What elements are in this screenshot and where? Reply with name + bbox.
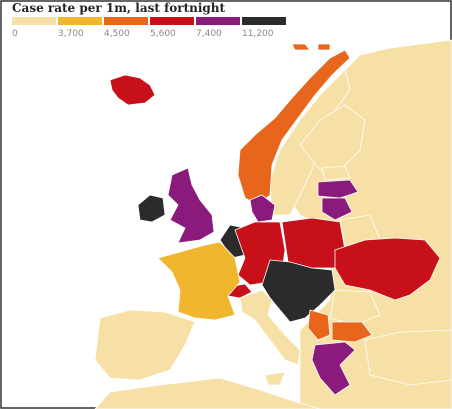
country	[317, 179, 359, 199]
country	[329, 289, 381, 326]
country	[94, 309, 196, 381]
country	[307, 309, 331, 341]
country	[331, 321, 373, 343]
legend-swatch	[242, 17, 286, 25]
country	[264, 371, 286, 386]
legend-label: 7,400	[196, 29, 222, 39]
country	[167, 167, 215, 244]
land	[94, 39, 452, 409]
legend-label: 5,600	[150, 29, 176, 39]
legend-title: Case rate per 1m, last fortnight	[12, 1, 226, 15]
country	[157, 241, 241, 321]
legend-label: 3,700	[58, 29, 84, 39]
country	[364, 329, 452, 386]
legend-swatch	[104, 17, 148, 25]
country	[317, 43, 331, 51]
legend-swatch	[12, 17, 56, 25]
legend-label: 4,500	[104, 29, 130, 39]
country	[94, 377, 321, 409]
legend-swatch	[58, 17, 102, 25]
legend: 0 3,700 4,500 5,600 7,400 11,200	[12, 17, 286, 39]
legend-swatch	[150, 17, 194, 25]
country	[321, 165, 351, 181]
country	[249, 194, 276, 223]
country	[237, 49, 351, 206]
legend-label: 11,200	[242, 29, 274, 39]
legend-swatch	[196, 17, 240, 25]
country	[291, 43, 311, 51]
country	[109, 74, 156, 106]
country	[334, 237, 441, 301]
legend-label: 0	[12, 29, 18, 39]
country	[311, 341, 356, 396]
country	[239, 289, 301, 366]
country	[321, 197, 353, 221]
country	[137, 194, 166, 223]
